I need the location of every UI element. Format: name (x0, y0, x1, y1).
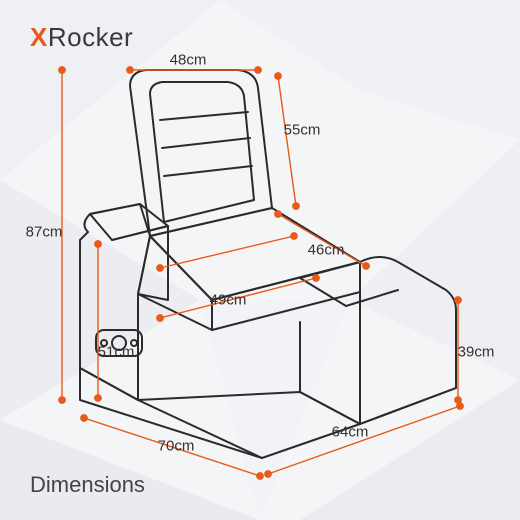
diagram-stage: 87cm 48cm 55cm 46cm 49cm 51cm 70cm 64cm … (0, 0, 520, 520)
dim-seat-width: 49cm (210, 292, 247, 309)
dim-overall-height: 87cm (26, 224, 63, 241)
footer-title: Dimensions (30, 472, 145, 498)
dim-back-top-width: 48cm (170, 52, 207, 69)
dim-arm-height: 51cm (98, 344, 135, 361)
dim-base-side: 70cm (158, 438, 195, 455)
dim-seat-depth: 46cm (308, 242, 345, 259)
dim-back-height: 55cm (284, 122, 321, 139)
dim-base-front: 64cm (332, 424, 369, 441)
dimension-lines (0, 0, 520, 520)
dim-floor-to-seat: 39cm (458, 344, 495, 361)
